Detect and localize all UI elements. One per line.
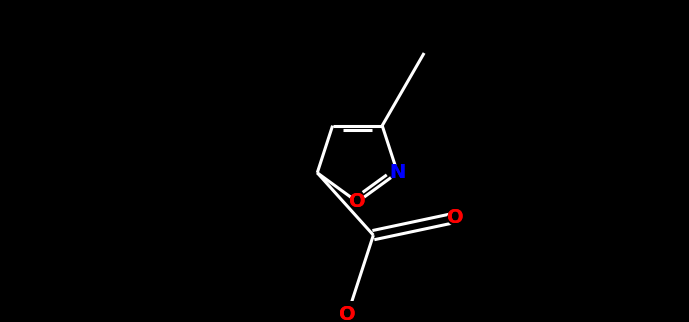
Text: O: O (349, 193, 366, 212)
Text: O: O (339, 305, 356, 322)
Text: N: N (389, 163, 406, 182)
Circle shape (448, 210, 463, 225)
Text: O: O (447, 208, 464, 227)
Circle shape (390, 165, 405, 180)
Circle shape (340, 308, 355, 322)
Text: O: O (339, 305, 356, 322)
Text: O: O (447, 208, 464, 227)
Circle shape (350, 194, 365, 210)
Text: O: O (349, 193, 366, 212)
Text: N: N (389, 163, 406, 182)
